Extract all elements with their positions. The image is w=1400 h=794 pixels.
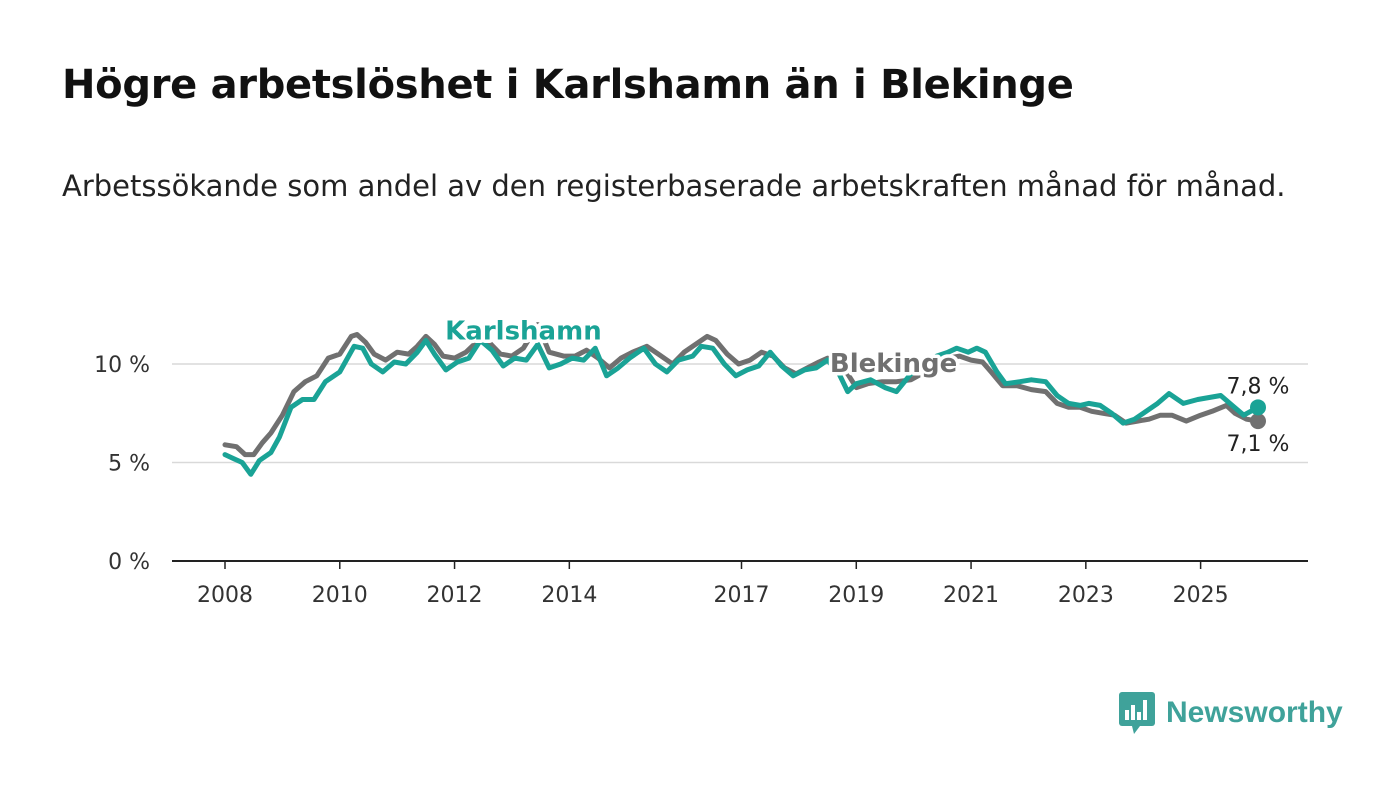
- series-endpoint-blekinge: [1250, 413, 1266, 430]
- x-tick-label: 2012: [427, 583, 483, 608]
- x-tick-label: 2010: [312, 583, 368, 608]
- x-tick-label: 2021: [943, 583, 999, 608]
- x-tick-label: 2008: [197, 583, 253, 608]
- x-tick-label: 2023: [1058, 583, 1114, 608]
- end-value-label-blekinge: 7,1 %: [1227, 432, 1290, 457]
- y-tick-label: 10 %: [94, 353, 150, 378]
- brand-name: Newsworthy: [1166, 696, 1343, 729]
- series-label-karlshamn: Karlshamn: [445, 316, 602, 346]
- x-tick-label: 2017: [714, 583, 770, 608]
- x-tick-label: 2019: [828, 583, 884, 608]
- series-line-karlshamn: [222, 337, 1261, 477]
- x-tick-label: 2014: [541, 583, 597, 608]
- y-tick-label: 0 %: [108, 550, 150, 575]
- x-tick-label: 2025: [1173, 583, 1229, 608]
- y-tick-label: 5 %: [108, 452, 150, 477]
- end-value-label-karlshamn: 7,8 %: [1227, 374, 1290, 399]
- chart-title: Högre arbetslöshet i Karlshamn än i Blek…: [62, 62, 1074, 108]
- series-line-blekinge: [222, 322, 1261, 458]
- series-endpoint-karlshamn: [1250, 399, 1266, 416]
- newsworthy-logo: Newsworthy: [1118, 690, 1343, 736]
- series-label-blekinge: Blekinge: [830, 349, 957, 379]
- chart-subtitle: Arbetssökande som andel av den registerb…: [62, 169, 1286, 203]
- bar-chart-speech-bubble-icon: [1119, 692, 1155, 734]
